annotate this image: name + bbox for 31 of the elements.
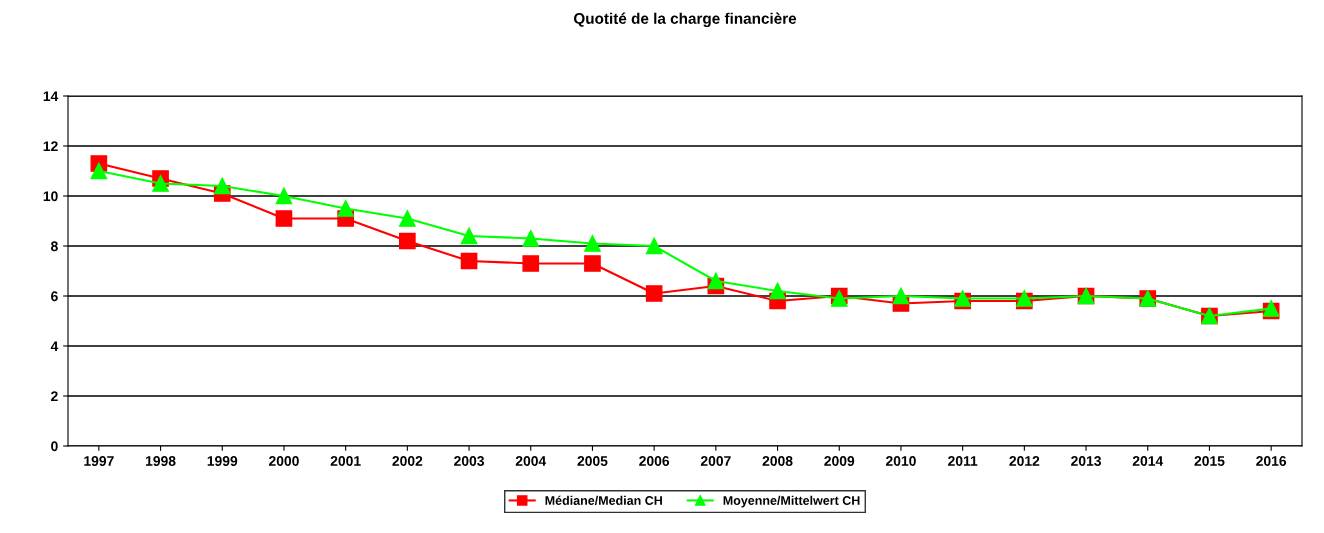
- x-tick-label: 2015: [1194, 456, 1225, 466]
- chart-title: Quotité de la charge financière: [573, 12, 797, 28]
- x-tick-label: 2005: [577, 456, 608, 466]
- x-tick-label: 2007: [700, 456, 731, 466]
- x-tick-label: 2001: [330, 456, 361, 466]
- x-tick-label: 2012: [1009, 456, 1040, 466]
- x-tick-label: 2004: [515, 456, 547, 466]
- y-tick-label: 4: [50, 341, 59, 352]
- x-tick-label: 2010: [885, 456, 916, 466]
- y-tick-label: 14: [43, 91, 59, 102]
- legend-label: Médiane/Median CH: [545, 495, 662, 506]
- x-tick-label: 2003: [454, 456, 484, 466]
- x-tick-label: 1999: [207, 456, 238, 466]
- x-tick-label: 2006: [639, 456, 670, 466]
- x-tick-label: 2002: [392, 456, 423, 466]
- y-tick-label: 6: [51, 291, 58, 302]
- x-tick-label: 2013: [1071, 456, 1101, 466]
- x-tick-label: 2008: [762, 456, 793, 466]
- x-tick-label: 2014: [1132, 456, 1164, 466]
- y-tick-label: 10: [43, 191, 58, 202]
- y-tick-label: 0: [51, 441, 58, 452]
- x-tick-label: 2009: [824, 456, 855, 466]
- x-tick-label: 1997: [84, 456, 114, 466]
- y-tick-label: 8: [50, 241, 58, 252]
- legend-label: Moyenne/Mittelwert CH: [723, 495, 860, 508]
- x-tick-label: 2011: [948, 456, 978, 466]
- x-tick-label: 2000: [268, 456, 299, 466]
- y-tick-label: 12: [43, 141, 58, 152]
- x-tick-label: 2016: [1256, 456, 1287, 466]
- x-tick-label: 1998: [145, 456, 176, 466]
- y-tick-label: 2: [51, 391, 58, 402]
